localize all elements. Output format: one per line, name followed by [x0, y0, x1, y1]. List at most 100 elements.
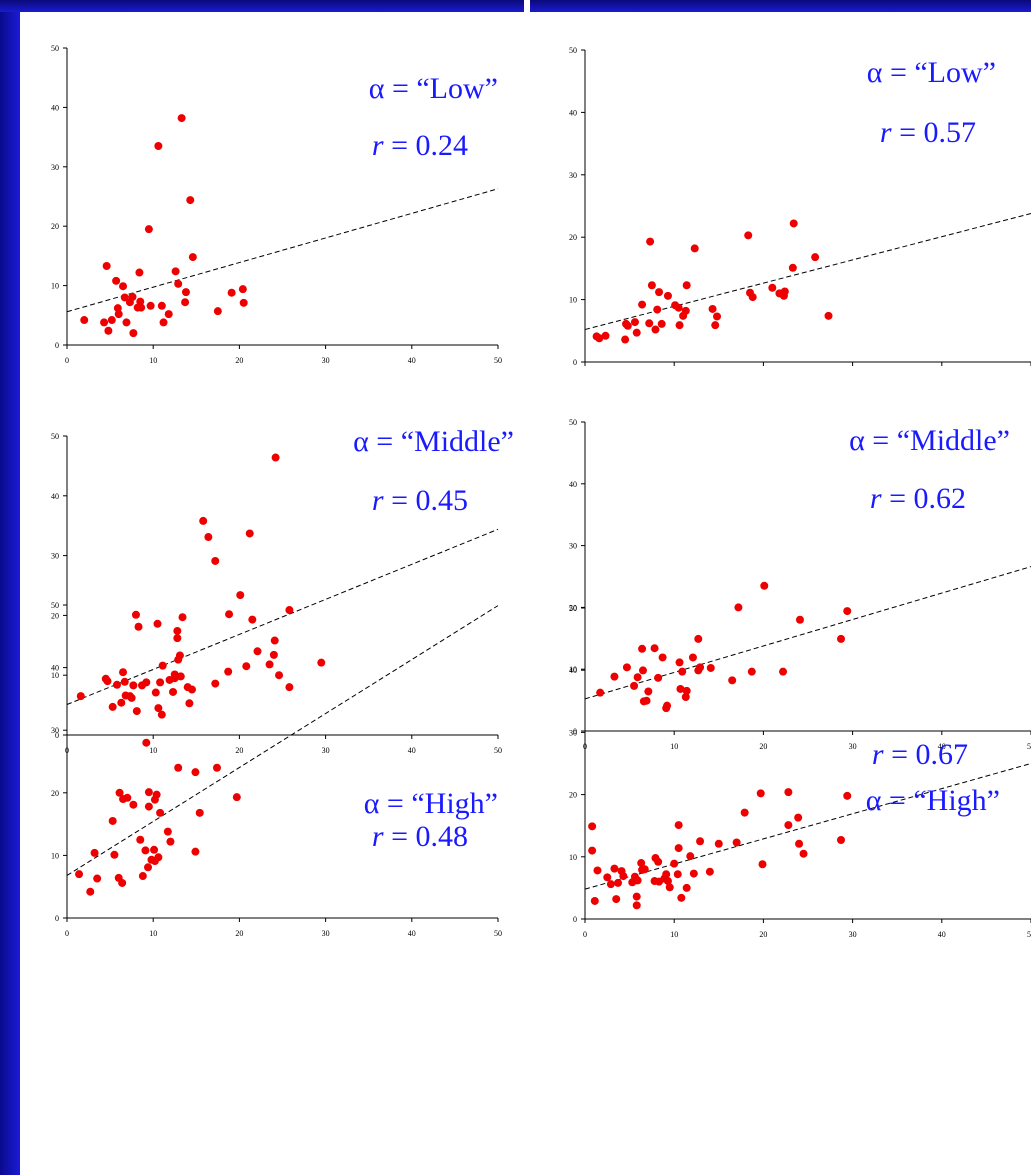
- data-point: [144, 788, 153, 797]
- data-point: [595, 334, 604, 343]
- data-point: [596, 688, 605, 697]
- data-point: [317, 658, 326, 667]
- data-point: [123, 793, 132, 802]
- data-point: [843, 791, 852, 800]
- data-point: [621, 335, 630, 344]
- data-point: [199, 516, 208, 525]
- trendline: [584, 763, 1031, 890]
- data-point: [176, 672, 185, 681]
- data-point: [784, 821, 793, 830]
- data-point: [650, 644, 659, 653]
- y-tick-label: 50: [569, 604, 577, 613]
- data-point: [117, 698, 126, 707]
- y-tick-label: 0: [55, 731, 59, 740]
- data-point: [645, 319, 654, 328]
- y-tick-label: 30: [51, 726, 59, 735]
- data-point: [129, 681, 138, 690]
- y-tick-label: 30: [569, 728, 577, 737]
- y-tick-label: 10: [51, 851, 59, 860]
- data-point: [638, 644, 647, 653]
- data-point: [204, 533, 213, 542]
- data-point: [654, 673, 663, 682]
- data-point: [637, 859, 646, 868]
- data-point: [270, 636, 279, 645]
- data-point: [129, 329, 138, 338]
- data-point: [186, 196, 195, 205]
- x-tick-label: 40: [408, 356, 416, 365]
- data-point: [144, 225, 153, 234]
- r-annotation: r = 0.67: [872, 738, 968, 771]
- data-point: [108, 702, 117, 711]
- data-point: [136, 835, 145, 844]
- data-point: [619, 872, 628, 881]
- data-point: [706, 663, 715, 672]
- data-point: [665, 883, 674, 892]
- r-annotation: r = 0.62: [870, 482, 966, 515]
- data-point: [166, 837, 175, 846]
- data-point: [677, 893, 686, 902]
- data-point: [144, 802, 153, 811]
- data-point: [86, 887, 95, 896]
- data-point: [640, 865, 649, 874]
- data-point: [837, 836, 846, 845]
- data-point: [134, 622, 143, 631]
- data-point: [275, 671, 284, 680]
- data-point: [253, 647, 262, 656]
- y-tick-label: 50: [51, 44, 59, 53]
- data-point: [789, 219, 798, 228]
- data-point: [248, 615, 257, 624]
- data-point: [610, 864, 619, 873]
- data-point: [135, 268, 144, 277]
- scatter-panel-5: 0 10 20 30 40 50 0 10 20 30 40 50 α = “High”r = 0.48: [51, 601, 502, 938]
- data-point: [236, 591, 245, 600]
- x-tick-label: 10: [670, 930, 678, 939]
- data-point: [119, 282, 128, 291]
- data-point: [682, 281, 691, 290]
- data-point: [646, 237, 655, 246]
- data-point: [768, 283, 777, 292]
- data-point: [612, 895, 621, 904]
- y-tick-label: 0: [573, 915, 577, 924]
- data-point: [732, 838, 741, 847]
- data-point: [227, 288, 236, 297]
- y-tick-label: 10: [51, 282, 59, 291]
- x-tick-label: 20: [235, 356, 243, 365]
- data-point: [174, 279, 183, 288]
- data-point: [173, 634, 182, 643]
- data-point: [136, 297, 145, 306]
- data-point: [122, 318, 131, 327]
- data-point: [159, 318, 168, 327]
- data-point: [80, 316, 89, 325]
- data-point: [129, 800, 138, 809]
- y-tick-label: 10: [569, 853, 577, 862]
- data-point: [177, 114, 186, 123]
- data-point: [795, 615, 804, 624]
- data-point: [224, 667, 233, 676]
- data-point: [239, 298, 248, 307]
- x-tick-label: 10: [149, 746, 157, 755]
- data-point: [137, 303, 146, 312]
- data-point: [675, 658, 684, 667]
- y-tick-label: 40: [569, 666, 577, 675]
- data-point: [156, 808, 165, 817]
- data-point: [158, 661, 167, 670]
- data-point: [90, 848, 99, 857]
- data-point: [663, 701, 672, 710]
- data-point: [112, 276, 121, 285]
- data-point: [799, 849, 808, 858]
- data-point: [601, 331, 610, 340]
- data-point: [614, 878, 623, 887]
- data-point: [663, 877, 672, 886]
- data-point: [225, 610, 234, 619]
- data-point: [141, 846, 150, 855]
- alpha-annotation: α = “Low”: [369, 72, 498, 105]
- x-tick-label: 0: [583, 930, 587, 939]
- data-point: [795, 839, 804, 848]
- data-point: [164, 310, 173, 319]
- data-point: [588, 822, 597, 831]
- alpha-annotation: α = “Middle”: [353, 425, 514, 458]
- data-point: [232, 793, 241, 802]
- r-annotation: r = 0.24: [372, 129, 468, 162]
- data-point: [694, 634, 703, 643]
- data-point: [674, 303, 683, 312]
